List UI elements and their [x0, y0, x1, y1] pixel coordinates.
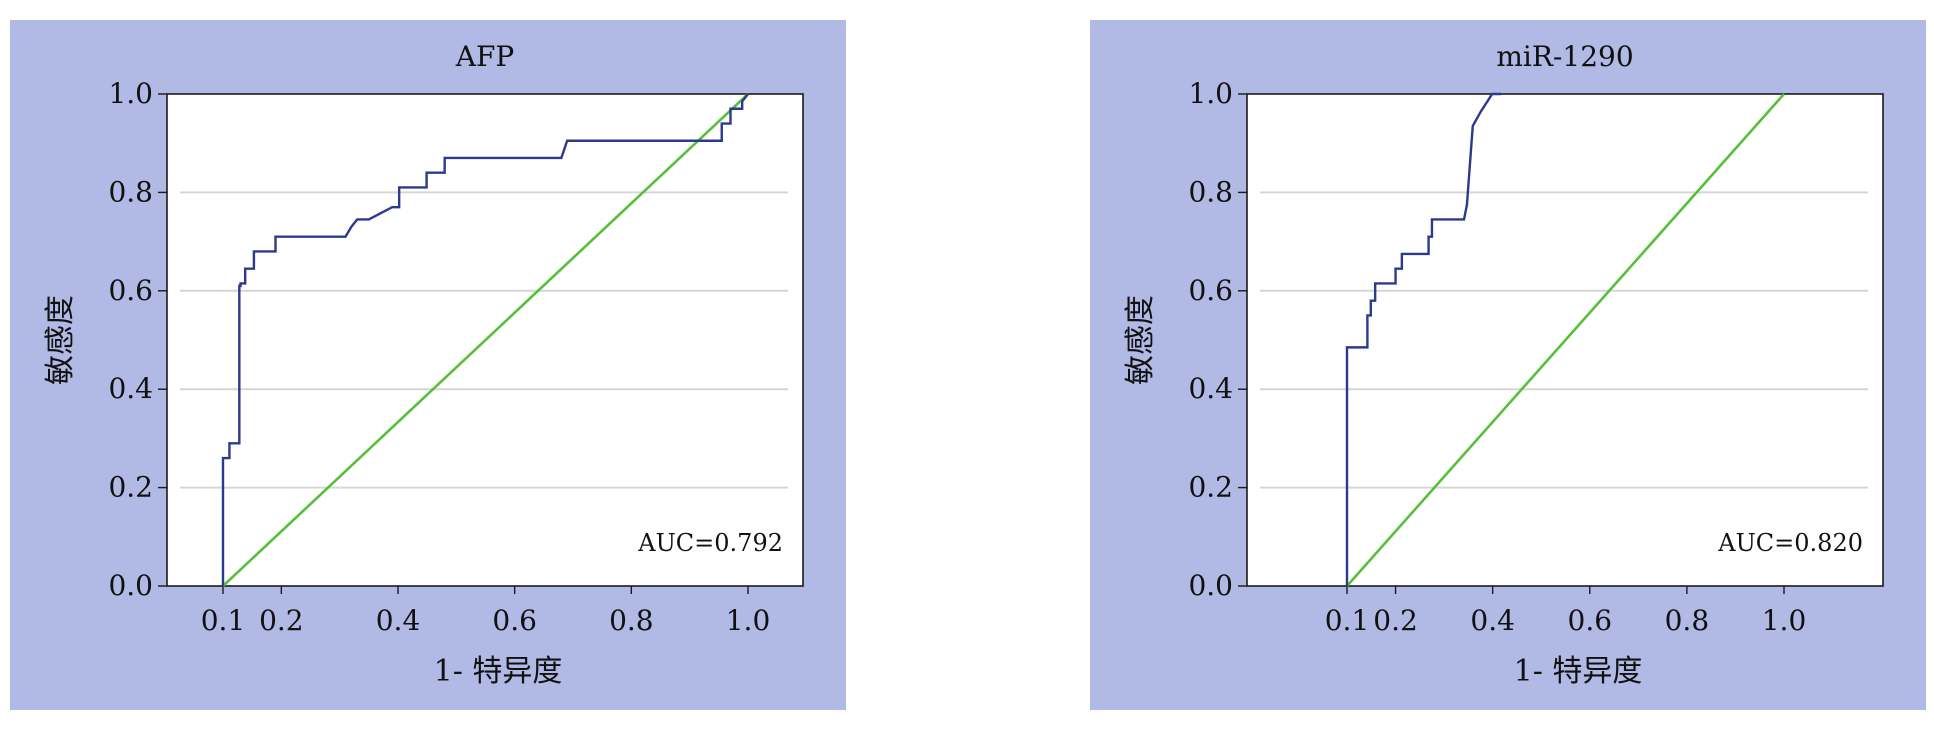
- mir1290-y-tick-label: 1.0: [1188, 77, 1233, 110]
- afp-y-tick-label: 0.8: [108, 175, 153, 208]
- mir1290-x-tick-label: 0.2: [1373, 604, 1418, 637]
- mir1290-x-tick-label: 1.0: [1762, 604, 1807, 637]
- mir1290-x-axis-label: 1- 特异度: [1514, 654, 1643, 689]
- mir1290-roc-curve: [1345, 92, 1501, 586]
- afp-x-axis-label: 1- 特异度: [434, 654, 563, 689]
- afp-chart-panel: 0.0 0.2 0.4 0.6 0.8 1.0 0.1 0.2 0.4 0.6 0.8 1.0 AFP A…: [10, 20, 846, 710]
- mir1290-reference-line: [1346, 93, 1785, 587]
- mir1290-y-tick-label: 0.0: [1188, 569, 1233, 602]
- mir1290-y-tick-label: 0.8: [1188, 175, 1233, 208]
- afp-x-tick-label: 0.6: [492, 604, 537, 637]
- mir1290-x-tick-label: 0.6: [1568, 604, 1613, 637]
- afp-chart-title: AFP: [455, 40, 515, 73]
- mir1290-y-tick-label: 0.6: [1188, 274, 1233, 307]
- afp-x-tick-label: 0.1: [201, 604, 246, 637]
- mir1290-y-tick-label: 0.4: [1188, 372, 1233, 405]
- afp-roc-curve: [221, 93, 749, 586]
- afp-auc-annotation: AUC=0.792: [637, 529, 783, 557]
- mir1290-y-tick-label: 0.2: [1188, 471, 1233, 504]
- mir1290-y-axis-label: 敏感度: [1123, 295, 1158, 385]
- mir1290-auc-annotation: AUC=0.820: [1717, 529, 1863, 557]
- afp-x-tick-label: 0.2: [259, 604, 304, 637]
- mir1290-chart-panel: 0.0 0.2 0.4 0.6 0.8 1.0 0.1 0.2 0.4 0.6 0.8 1.0 miR-…: [1090, 20, 1926, 710]
- mir1290-x-tick-label: 0.1: [1325, 604, 1370, 637]
- afp-y-tick-label: 0.4: [108, 372, 153, 405]
- afp-y-tick-label: 1.0: [108, 77, 153, 110]
- afp-x-tick-label: 1.0: [726, 604, 771, 637]
- mir1290-x-tick-label: 0.4: [1470, 604, 1515, 637]
- afp-y-axis-label: 敏感度: [43, 295, 78, 385]
- afp-x-tick-label: 0.8: [609, 604, 654, 637]
- mir1290-chart: 0.00.20.40.60.81.00.1 0.2 0.4 0.6 0.8 1.0miR-…: [1123, 40, 1884, 689]
- afp-y-tick-label: 0.6: [108, 274, 153, 307]
- afp-reference-line: [222, 93, 749, 587]
- afp-y-tick-label: 0.2: [108, 471, 153, 504]
- afp-chart: 0.0 0.2 0.4 0.6 0.8 1.0 0.1 0.2 0.4 0.6 0.8 1.0 AFP A…: [43, 40, 804, 689]
- afp-x-tick-label: 0.4: [376, 604, 421, 637]
- mir1290-chart-title: miR-1290: [1496, 40, 1633, 73]
- mir1290-x-tick-label: 0.8: [1665, 604, 1710, 637]
- afp-y-tick-label: 0.0: [108, 569, 153, 602]
